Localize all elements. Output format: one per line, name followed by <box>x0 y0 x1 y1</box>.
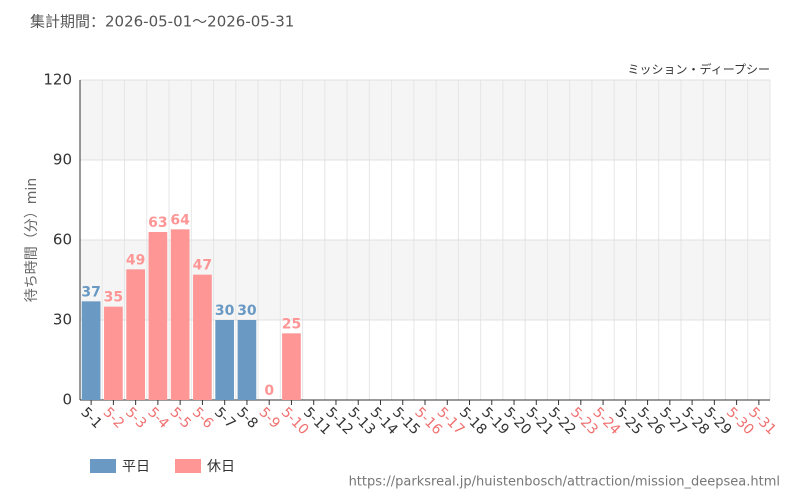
chart-subtitle: ミッション・ディープシー <box>628 62 770 77</box>
bar <box>215 320 235 400</box>
data-label: 25 <box>282 316 301 332</box>
bar <box>126 269 145 400</box>
x-tick-label: 5-8 <box>233 404 260 431</box>
data-label: 30 <box>237 303 257 319</box>
legend-swatch <box>90 459 116 473</box>
x-tick-label: 5-2 <box>100 404 127 431</box>
bar <box>148 232 168 400</box>
y-tick-label: 30 <box>53 311 72 329</box>
x-tick-label: 5-4 <box>144 404 172 432</box>
source-url: https://parksreal.jp/huistenbosch/attrac… <box>349 475 780 490</box>
data-label: 30 <box>215 303 235 319</box>
grid-band <box>80 80 770 160</box>
legend-label: 平日 <box>122 459 150 475</box>
x-tick-label: 5-3 <box>122 404 149 431</box>
x-tick-label: 5-6 <box>189 404 217 432</box>
x-tick-label: 5-7 <box>211 404 238 431</box>
data-label: 35 <box>104 290 123 306</box>
bar <box>81 301 101 400</box>
x-tick-label: 5-5 <box>167 404 194 431</box>
data-label: 0 <box>264 383 274 399</box>
x-tick-label: 5-9 <box>256 404 283 431</box>
bar <box>193 274 212 400</box>
x-tick-label: 5-1 <box>77 404 104 431</box>
y-tick-label: 60 <box>53 231 72 249</box>
data-label: 37 <box>81 284 100 300</box>
y-tick-label: 0 <box>62 391 72 409</box>
data-label: 49 <box>126 252 145 268</box>
bar <box>104 306 123 400</box>
chart-title: 集計期間：2026-05-01～2026-05-31 <box>30 13 294 31</box>
legend-swatch <box>175 459 201 473</box>
data-label: 64 <box>170 212 190 228</box>
y-tick-label: 90 <box>53 151 72 169</box>
data-label: 63 <box>148 215 167 231</box>
bar <box>282 333 301 400</box>
bar <box>237 320 257 400</box>
y-tick-label: 120 <box>43 71 72 89</box>
data-label: 47 <box>193 258 212 274</box>
legend-label: 休日 <box>207 459 235 475</box>
y-axis-label: 待ち時間（分）min <box>24 178 40 302</box>
bar <box>170 229 190 400</box>
